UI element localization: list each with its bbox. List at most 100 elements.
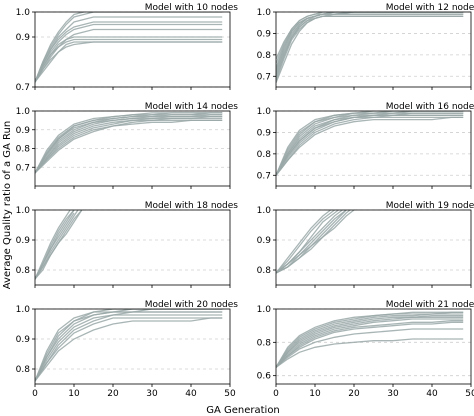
series-line-4 <box>276 210 347 274</box>
plot-frame <box>34 11 231 88</box>
y-tick-label: 0.9 <box>257 29 272 39</box>
series-line-5 <box>35 309 223 382</box>
series-group <box>276 311 464 368</box>
series-line-6 <box>35 21 223 83</box>
y-tick-label: 0.9 <box>16 33 31 43</box>
panel-title: Model with 16 nodes <box>386 102 474 112</box>
panel-title: Model with 10 nodes <box>145 3 239 13</box>
panel-grid: 0.7 0.9 1.0 Model with 10 nodes 0.7 0.8 0.9 1.0… <box>16 3 474 399</box>
series-group <box>276 111 464 176</box>
x-tick-label: 50 <box>465 389 474 399</box>
series-line-6 <box>35 114 223 174</box>
panel-title: Model with 14 nodes <box>145 102 239 112</box>
series-line-2 <box>35 41 223 83</box>
plot-frame <box>275 308 472 385</box>
x-tick-label: 20 <box>348 389 360 399</box>
panel-2: 0.7 0.8 0.9 1.0 Model with 12 nodes <box>257 3 474 90</box>
panel-title: Model with 18 nodes <box>145 201 239 211</box>
series-line-1 <box>276 15 464 83</box>
panel-title: Model with 19 nodes <box>386 201 474 211</box>
x-axis-title: GA Generation <box>206 405 280 416</box>
series-group <box>35 309 223 382</box>
panel-4: 0.7 0.8 0.9 1.0 Model with 16 nodes <box>257 102 474 189</box>
x-tick-label: 0 <box>32 389 38 399</box>
panel-title: Model with 12 nodes <box>386 3 474 13</box>
series-line-4 <box>276 13 464 77</box>
panel-3: 0.7 0.8 0.9 1.0 Model with 14 nodes <box>16 102 239 189</box>
y-tick-label: 0.7 <box>257 171 271 181</box>
series-line-9 <box>276 111 464 176</box>
y-tick-label: 0.8 <box>16 365 31 375</box>
series-line-3 <box>35 28 223 83</box>
series-group <box>35 112 223 174</box>
y-tick-label: 0.7 <box>16 83 30 93</box>
panel-1: 0.7 0.9 1.0 Model with 10 nodes <box>16 3 239 93</box>
series-line-10 <box>35 112 223 174</box>
panel-title: Model with 20 nodes <box>145 300 239 310</box>
series-line-1 <box>35 41 223 83</box>
series-line-4 <box>35 115 223 174</box>
y-tick-label: 1.0 <box>16 206 31 216</box>
series-line-5 <box>276 318 464 368</box>
plot-frame <box>34 209 231 286</box>
panel-6: 0.8 0.9 1.0 Model with 19 nodes <box>257 201 474 288</box>
x-tick-label: 30 <box>387 389 399 399</box>
y-tick-label: 1.0 <box>16 305 31 315</box>
series-group <box>276 12 464 83</box>
y-tick-label: 1.0 <box>257 8 272 18</box>
x-tick-label: 10 <box>68 389 80 399</box>
series-line-8 <box>35 12 87 83</box>
series-line-4 <box>276 114 464 176</box>
series-line-2 <box>35 314 223 382</box>
series-group <box>35 12 223 83</box>
y-tick-label: 0.9 <box>16 236 31 246</box>
y-tick-label: 0.8 <box>257 266 272 276</box>
y-tick-label: 1.0 <box>257 305 272 315</box>
series-line-7 <box>276 315 464 368</box>
series-line-4 <box>276 320 464 368</box>
panel-title: Model with 21 nodes <box>386 300 474 310</box>
y-tick-label: 0.8 <box>16 145 31 155</box>
panel-8: 0.6 0.8 1.0 0 10 20 30 40 50 Model with 21 nodes <box>257 300 474 399</box>
series-line-1 <box>35 210 71 280</box>
series-line-1 <box>276 210 335 274</box>
y-tick-label: 0.7 <box>257 72 271 82</box>
series-line-8 <box>276 210 331 274</box>
plot-frame <box>275 110 472 187</box>
plot-frame <box>34 308 231 385</box>
series-line-6 <box>35 309 223 382</box>
series-line-5 <box>35 38 223 83</box>
y-tick-label: 1.0 <box>257 107 272 117</box>
panel-5: 0.8 0.9 1.0 Model with 18 nodes <box>16 201 239 288</box>
y-axis-title: Average Quality ratio of a GA Run <box>2 121 13 289</box>
x-tick-label: 20 <box>107 389 119 399</box>
series-group <box>35 210 83 280</box>
y-tick-label: 0.7 <box>16 163 30 173</box>
x-tick-label: 50 <box>224 389 236 399</box>
series-line-6 <box>35 210 83 280</box>
series-line-1 <box>35 317 223 382</box>
series-line-8 <box>35 317 223 382</box>
series-line-4 <box>35 311 223 382</box>
y-tick-label: 0.6 <box>257 372 272 382</box>
series-line-10 <box>276 111 464 176</box>
series-line-2 <box>276 116 464 176</box>
y-tick-label: 0.8 <box>257 338 272 348</box>
series-group <box>276 210 355 274</box>
series-line-10 <box>276 311 464 368</box>
x-tick-label: 10 <box>309 389 321 399</box>
x-tick-label: 40 <box>426 389 438 399</box>
series-line-8 <box>276 12 464 68</box>
series-line-9 <box>35 12 223 83</box>
y-tick-label: 0.8 <box>257 51 272 61</box>
y-tick-label: 0.9 <box>257 128 272 138</box>
series-line-6 <box>276 12 464 73</box>
series-line-7 <box>35 212 75 280</box>
y-tick-label: 1.0 <box>16 107 31 117</box>
series-line-3 <box>276 114 464 176</box>
y-tick-label: 1.0 <box>257 206 272 216</box>
x-tick-label: 0 <box>273 389 279 399</box>
series-line-3 <box>35 311 223 382</box>
y-tick-label: 0.9 <box>16 126 31 136</box>
